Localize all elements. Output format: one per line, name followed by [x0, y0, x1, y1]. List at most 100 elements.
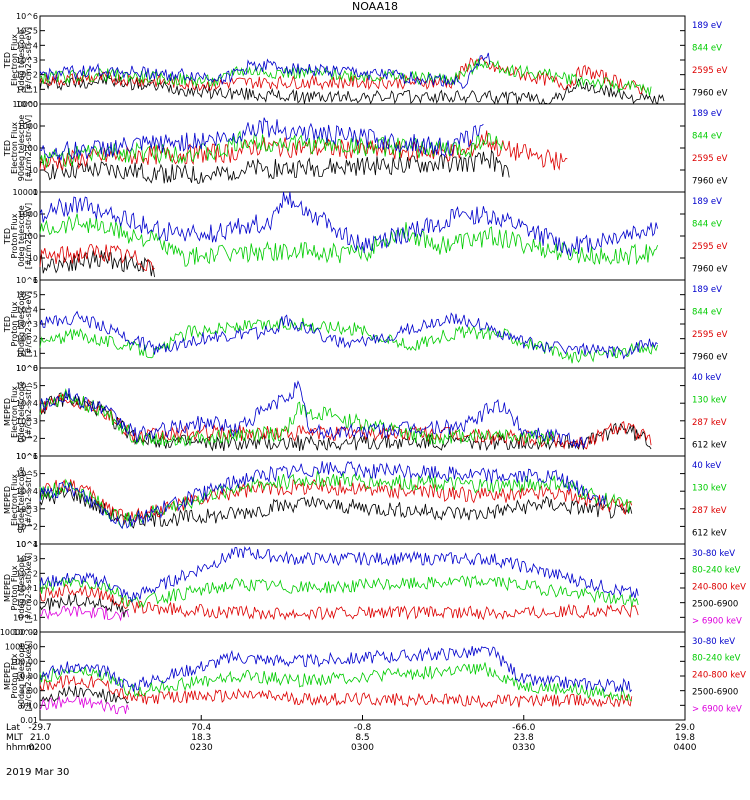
panel-frame — [39, 103, 686, 193]
y-axis-label: 90deg telescope — [17, 467, 26, 534]
y-tick-label: 0.01 — [20, 716, 38, 725]
x-tick-label: 0400 — [674, 743, 697, 753]
legend-entry: 130 keV — [692, 395, 727, 405]
legend-entry: 189 eV — [692, 109, 722, 119]
series-trace — [39, 317, 658, 364]
y-axis-label: TED — [3, 228, 12, 245]
date-label: 2019 Mar 30 — [6, 767, 69, 778]
y-tick-label: 1 — [33, 276, 38, 285]
series-trace — [39, 575, 639, 609]
x-row-label: MLT — [6, 733, 24, 743]
y-axis-label: Electron Flux — [10, 386, 19, 438]
series-trace — [39, 130, 504, 168]
series-trace — [39, 191, 658, 257]
y-axis-label: MEPED — [3, 574, 12, 602]
series-trace — [39, 149, 510, 184]
y-tick-label: 10^3 — [16, 505, 38, 514]
x-tick-label: 23.8 — [514, 733, 534, 743]
y-tick-label: 10^5 — [16, 470, 38, 479]
x-tick-label: 0230 — [190, 743, 213, 753]
y-axis-label: 90deg telescope — [17, 115, 26, 182]
y-axis-label: Proton Flux — [10, 301, 19, 346]
y-tick-label: 10^0 — [16, 100, 38, 109]
y-tick-label: 10.00 — [15, 672, 38, 681]
legend-entry: 7960 eV — [692, 89, 728, 99]
legend-entry: 2500-6900 — [692, 688, 738, 698]
series-trace — [39, 74, 665, 105]
legend-entry: > 6900 keV — [692, 617, 742, 627]
y-tick-label: 10^1 — [16, 584, 38, 593]
legend-entry: 844 eV — [692, 131, 722, 141]
x-tick-label: 70.4 — [191, 723, 211, 733]
x-tick-label: 18.3 — [191, 733, 211, 743]
y-tick-label: 10^1 — [16, 349, 38, 358]
legend-entry: 189 eV — [692, 197, 722, 207]
legend-entry: 2595 eV — [692, 330, 728, 340]
y-tick-label: 10^0 — [16, 364, 38, 373]
panel-7: 10^-2 10^-1 10^0 10^1 10^2 10^3 10^4 MEPEDProto… — [3, 540, 746, 637]
y-tick-label: 10^2 — [16, 569, 38, 578]
y-tick-label: 10^2 — [16, 71, 38, 80]
y-tick-label: 1000.00 — [5, 643, 38, 652]
y-tick-label: 10^4 — [16, 399, 38, 408]
y-tick-label: 10^3 — [16, 320, 38, 329]
y-axis-label: 90deg telescope — [17, 643, 26, 710]
y-tick-label: 10^1 — [16, 540, 38, 549]
x-tick-label: -0.8 — [354, 723, 372, 733]
series-trace — [39, 662, 633, 702]
y-tick-label: 10^1 — [16, 85, 38, 94]
y-axis-label: MEPED — [3, 486, 12, 514]
legend-entry: 844 eV — [692, 219, 722, 229]
legend-entry: 80-240 keV — [692, 566, 741, 576]
y-axis-label: [#/cm2-s-str] — [24, 473, 33, 526]
y-tick-label: 10^6 — [16, 452, 38, 461]
y-tick-label: 10^3 — [16, 56, 38, 65]
legend-entry: > 6900 keV — [692, 705, 742, 715]
x-tick-label: -29.7 — [28, 723, 51, 733]
y-axis-label: [#/cm2-s-str-eV] — [24, 203, 33, 269]
y-tick-label: 10^4 — [16, 41, 38, 50]
series-trace — [39, 392, 652, 452]
x-tick-label: 0200 — [29, 743, 52, 753]
x-tick-label: 8.5 — [355, 733, 369, 743]
y-tick-label: 10^5 — [16, 382, 38, 391]
series-trace — [39, 380, 587, 450]
x-tick-label: -66.0 — [512, 723, 536, 733]
chart-title: NOAA18 — [352, 0, 398, 13]
x-row-label: Lat — [6, 723, 21, 733]
y-tick-label: 10^0 — [16, 599, 38, 608]
y-axis-label: [#/cm2-s-str-eV] — [24, 291, 33, 357]
legend-entry: 7960 eV — [692, 265, 728, 275]
x-row-label: hhmm — [6, 743, 35, 753]
y-axis-label: [#/cm2-s-str-eV] — [24, 115, 33, 181]
y-axis-label: TED — [3, 316, 12, 333]
y-axis-label: Proton Flux — [10, 565, 19, 610]
panel-frame — [39, 279, 686, 369]
x-tick-label: 19.8 — [675, 733, 695, 743]
y-tick-label: 10000 — [13, 100, 38, 109]
legend-entry: 189 eV — [692, 285, 722, 295]
y-tick-label: 10^3 — [16, 555, 38, 564]
legend-entry: 2500-6900 — [692, 600, 738, 610]
legend-entry: 240-800 keV — [692, 671, 746, 681]
y-tick-label: 100 — [23, 144, 38, 153]
legend-entry: 130 keV — [692, 483, 727, 493]
y-tick-label: 1000 — [18, 210, 38, 219]
y-tick-label: 10^5 — [16, 291, 38, 300]
y-tick-label: 10000.00 — [0, 628, 38, 637]
y-axis-label: 0deg telescope — [17, 205, 26, 266]
y-tick-label: 10^2 — [16, 335, 38, 344]
y-tick-label: 1 — [33, 188, 38, 197]
legend-entry: 7960 eV — [692, 353, 728, 363]
series-trace — [39, 685, 129, 704]
series-trace — [39, 213, 658, 267]
y-tick-label: 0.10 — [20, 701, 38, 710]
y-tick-label: 10^6 — [16, 12, 38, 21]
